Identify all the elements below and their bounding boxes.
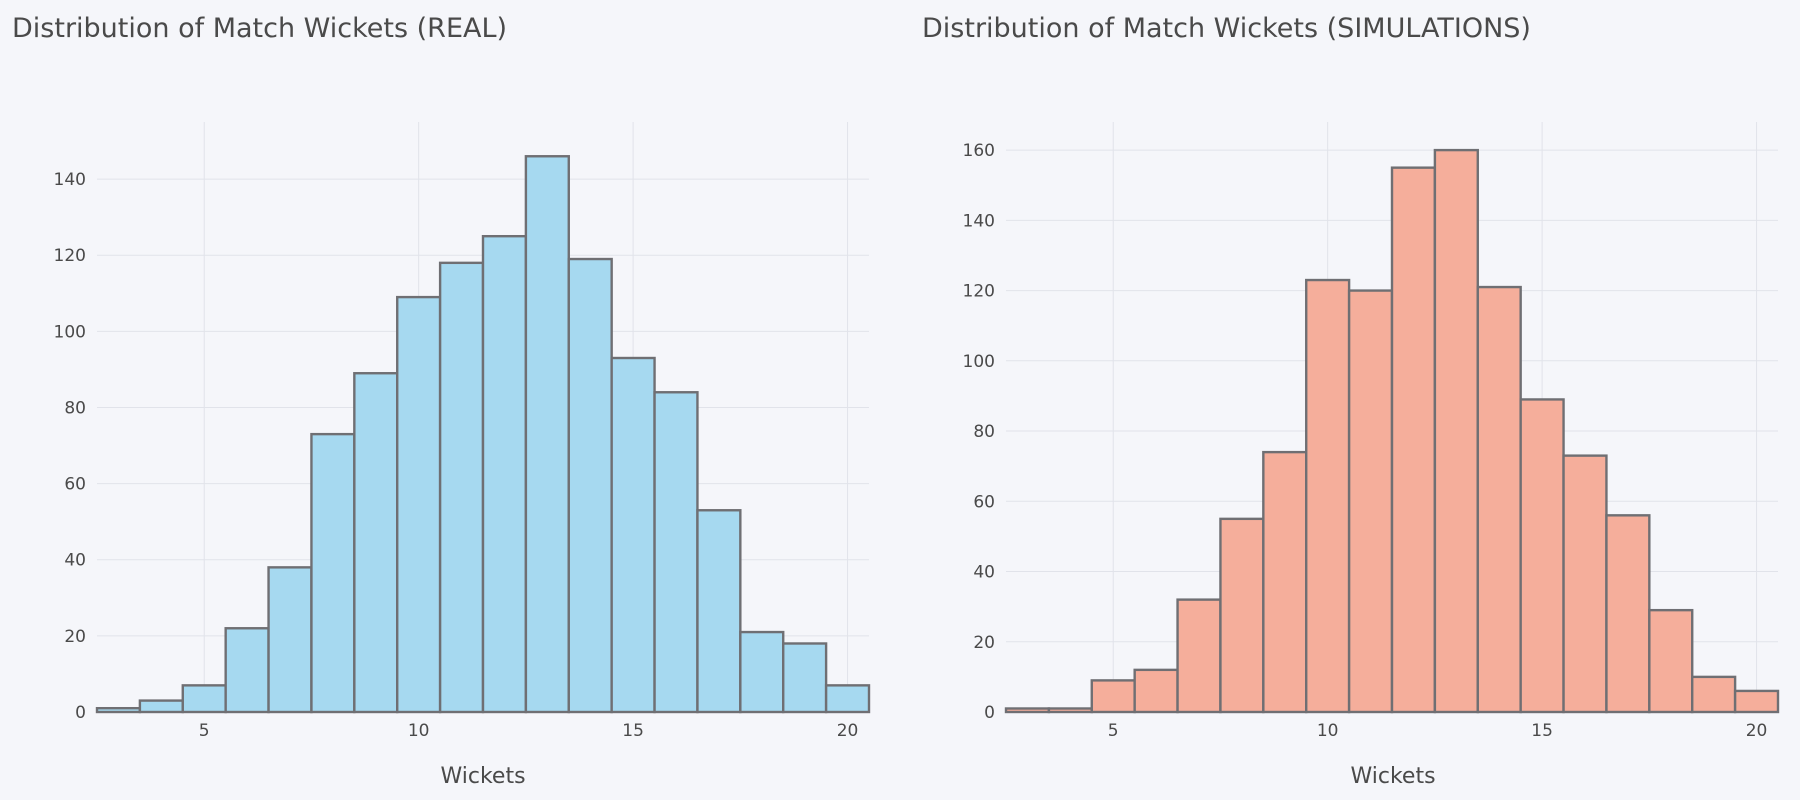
real-y-tick-label: 0 [75,703,86,723]
real-y-tick-label: 140 [54,170,86,190]
simulations-histogram-bar[interactable] [1648,608,1694,714]
real-histogram-bar[interactable] [95,706,142,714]
real-y-tick-label: 20 [64,627,86,647]
real-x-tick-label: 20 [837,721,859,741]
real-histogram-bar[interactable] [481,234,528,714]
simulations-histogram-bar[interactable] [1133,668,1179,714]
real-histogram-bar[interactable] [353,372,399,714]
real-histogram-bar[interactable] [524,155,570,714]
real-wickets-histogram: Distribution of Match Wickets (REAL) 0 20… [12,13,871,789]
simulations-y-tick-label: 100 [963,352,995,372]
simulations-histogram-bar[interactable] [1004,707,1051,714]
simulations-x-tick-label: 20 [1746,721,1768,741]
real-histogram-bar[interactable] [438,261,485,714]
simulations-y-tick-label: 140 [963,211,995,231]
simulations-y-tick-label: 160 [963,141,995,161]
real-histogram-bar[interactable] [224,627,270,714]
simulations-histogram-bar[interactable] [1047,707,1093,714]
real-y-tick-label: 80 [64,398,86,418]
simulations-histogram-bar[interactable] [1219,517,1265,714]
real-histogram-bar[interactable] [696,509,742,714]
simulations-x-tick-label: 10 [1317,721,1339,741]
simulations-x-tick-label: 5 [1108,721,1119,741]
simulations-chart-title: Distribution of Match Wickets (SIMULATIO… [922,13,1531,44]
real-histogram-bar[interactable] [653,391,699,714]
simulations-y-tick-label: 0 [984,703,995,723]
simulations-histogram-bar[interactable] [1733,689,1780,714]
simulations-y-tick-label: 120 [963,282,995,302]
simulations-y-tick-label: 20 [973,633,995,653]
real-y-tick-label: 100 [54,322,86,342]
simulations-x-axis-title: Wickets [1350,764,1435,789]
simulations-y-tick-label: 60 [973,492,995,512]
real-histogram-bar[interactable] [567,257,613,714]
real-chart-title: Distribution of Match Wickets (REAL) [12,13,507,44]
real-x-tick-label: 10 [408,721,430,741]
real-x-tick-label: 15 [622,721,644,741]
simulations-y-tick-label: 80 [973,422,995,442]
real-histogram-bar[interactable] [267,566,313,714]
simulations-histogram-bar[interactable] [1347,289,1394,714]
real-histogram-bar[interactable] [824,684,871,714]
simulations-histogram-bar[interactable] [1519,398,1565,714]
simulations-histogram-bar[interactable] [1562,454,1608,714]
simulations-histogram-bar[interactable] [1262,450,1308,714]
real-histogram-bar[interactable] [310,432,356,714]
real-histogram-bar[interactable] [739,630,785,714]
real-histogram-bar[interactable] [396,295,442,714]
real-y-tick-label: 40 [64,551,86,571]
simulations-histogram-bar[interactable] [1090,679,1136,714]
simulations-histogram-bar[interactable] [1691,675,1737,714]
simulations-histogram-bar[interactable] [1390,166,1437,714]
simulations-histogram-bar[interactable] [1305,278,1351,714]
real-y-tick-label: 60 [64,475,86,495]
real-histogram-bar[interactable] [782,642,828,714]
simulations-histogram-bar[interactable] [1176,598,1222,714]
real-x-axis-title: Wickets [440,764,525,789]
simulations-y-tick-label: 40 [973,563,995,583]
simulations-histogram-bar[interactable] [1605,514,1651,714]
simulations-histogram-bar[interactable] [1433,148,1479,714]
simulations-histogram-bar[interactable] [1476,285,1522,714]
real-x-tick-label: 5 [199,721,210,741]
real-y-tick-label: 120 [54,246,86,266]
simulated-wickets-histogram: Distribution of Match Wickets (SIMULATIO… [922,13,1780,789]
real-histogram-bar[interactable] [138,699,184,714]
real-histogram-bar[interactable] [610,356,656,714]
simulations-x-tick-label: 15 [1531,721,1553,741]
real-histogram-bar[interactable] [181,684,227,714]
